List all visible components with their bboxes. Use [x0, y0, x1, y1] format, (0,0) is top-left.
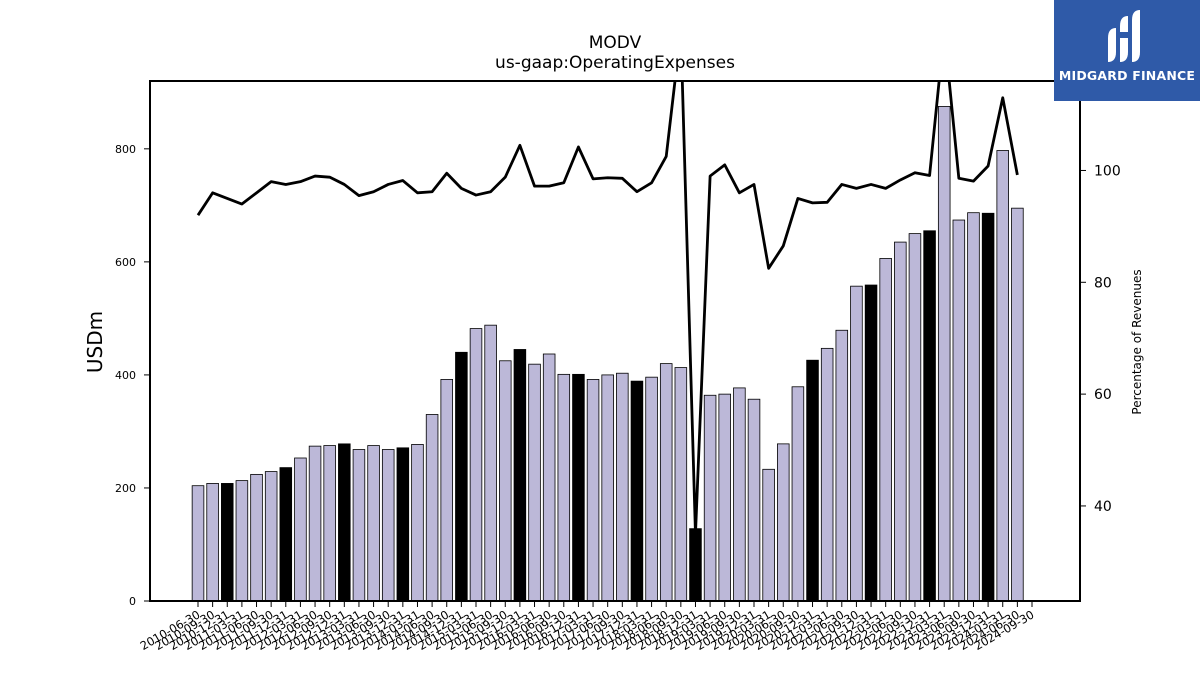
bar-2016-03-31 — [528, 363, 541, 602]
bar-2016-06-30 — [542, 353, 556, 602]
bar-2018-09-30 — [674, 367, 688, 602]
bar-2013-12-31 — [396, 447, 410, 602]
bar-2012-06-30 — [308, 445, 322, 602]
bar-2012-03-31 — [294, 457, 307, 602]
bar-2020-12-31 — [806, 359, 819, 602]
bar-2014-03-31 — [411, 444, 424, 602]
bar-2022-12-31 — [923, 230, 936, 602]
bar-2020-06-30 — [777, 443, 790, 602]
bar-2024-03-31 — [996, 150, 1009, 602]
bar-2011-06-30 — [250, 473, 263, 602]
bar-2012-09-30 — [323, 445, 336, 602]
bar-2021-03-31 — [820, 347, 834, 602]
bar-2014-09-30 — [440, 379, 453, 602]
y2-tick-label: 100 — [1094, 163, 1121, 179]
brand-logo: MIDGARD FINANCE — [1054, 0, 1200, 101]
bar-2013-06-30 — [367, 445, 380, 602]
bar-2010-06-30 — [191, 485, 205, 602]
bar-2021-12-31 — [864, 284, 878, 602]
bar-2019-12-31 — [747, 398, 761, 602]
x-axis-ticks: 2010-06-302010-09-302010-12-312011-03-31… — [138, 601, 1037, 653]
bar-2023-03-31 — [937, 106, 951, 602]
bar-2014-12-31 — [455, 351, 468, 602]
bar-2017-03-31 — [586, 379, 600, 602]
y-tick-label: 600 — [115, 256, 136, 269]
bar-2012-12-31 — [338, 443, 351, 602]
left-axis-ticks: 0 200 400 600 800 — [115, 143, 150, 608]
bar-2013-09-30 — [381, 449, 395, 602]
bar-2021-06-30 — [835, 329, 849, 602]
bar-2016-09-30 — [557, 373, 571, 602]
bar-2018-06-30 — [659, 363, 673, 602]
percentage-line — [196, 81, 1019, 536]
bar-series — [191, 106, 1024, 602]
bar-2017-06-30 — [601, 374, 614, 602]
bar-2020-09-30 — [791, 386, 805, 602]
bar-2015-09-30 — [499, 360, 512, 602]
bar-2015-12-31 — [513, 349, 527, 602]
bar-2017-09-30 — [616, 372, 629, 602]
y-tick-label: 800 — [115, 143, 136, 156]
bar-2013-03-31 — [352, 449, 366, 602]
bar-2011-03-31 — [235, 480, 249, 602]
brand-name: MIDGARD FINANCE — [1058, 68, 1196, 83]
plot-frame — [149, 80, 1081, 602]
bar-2010-12-31 — [221, 483, 234, 602]
bar-2011-12-31 — [279, 467, 293, 602]
bar-2021-09-30 — [850, 285, 863, 602]
bar-2015-03-31 — [469, 328, 483, 602]
bar-2014-06-30 — [425, 414, 439, 602]
y2-tick-label: 60 — [1094, 387, 1112, 403]
bar-2019-09-30 — [733, 387, 746, 602]
right-axis-ticks: 40 60 80 100 — [1080, 163, 1121, 515]
y-tick-label: 0 — [129, 595, 136, 608]
y-tick-label: 400 — [115, 369, 136, 382]
y2-tick-label: 40 — [1094, 499, 1112, 515]
chart-subtitle: us-gaap:OperatingExpenses — [495, 53, 735, 73]
bar-2023-12-31 — [981, 212, 995, 602]
bar-2017-12-31 — [630, 380, 644, 602]
bar-2024-06-30 — [1011, 207, 1024, 602]
bar-2022-06-30 — [894, 241, 907, 602]
bar-2019-03-31 — [703, 394, 717, 602]
bar-2018-12-31 — [689, 528, 702, 602]
bar-2011-09-30 — [264, 471, 278, 602]
bar-2010-09-30 — [206, 483, 219, 602]
y-tick-label: 200 — [115, 482, 136, 495]
y2-axis-label: Percentage of Revenues — [1130, 269, 1144, 414]
bar-2023-06-30 — [952, 219, 966, 602]
bar-2016-12-31 — [572, 373, 585, 602]
chart-title: MODV — [588, 33, 642, 53]
brand-mark-icon — [1108, 10, 1140, 62]
bar-2020-03-31 — [762, 468, 775, 602]
y2-tick-label: 80 — [1094, 275, 1112, 291]
bar-2022-09-30 — [908, 233, 922, 602]
bar-2022-03-31 — [879, 258, 892, 602]
y-axis-label: USDm — [83, 311, 107, 373]
bar-2019-06-30 — [718, 393, 731, 602]
bar-2018-03-31 — [645, 376, 658, 602]
bar-2023-09-30 — [967, 212, 980, 602]
bar-2015-06-30 — [484, 324, 497, 602]
